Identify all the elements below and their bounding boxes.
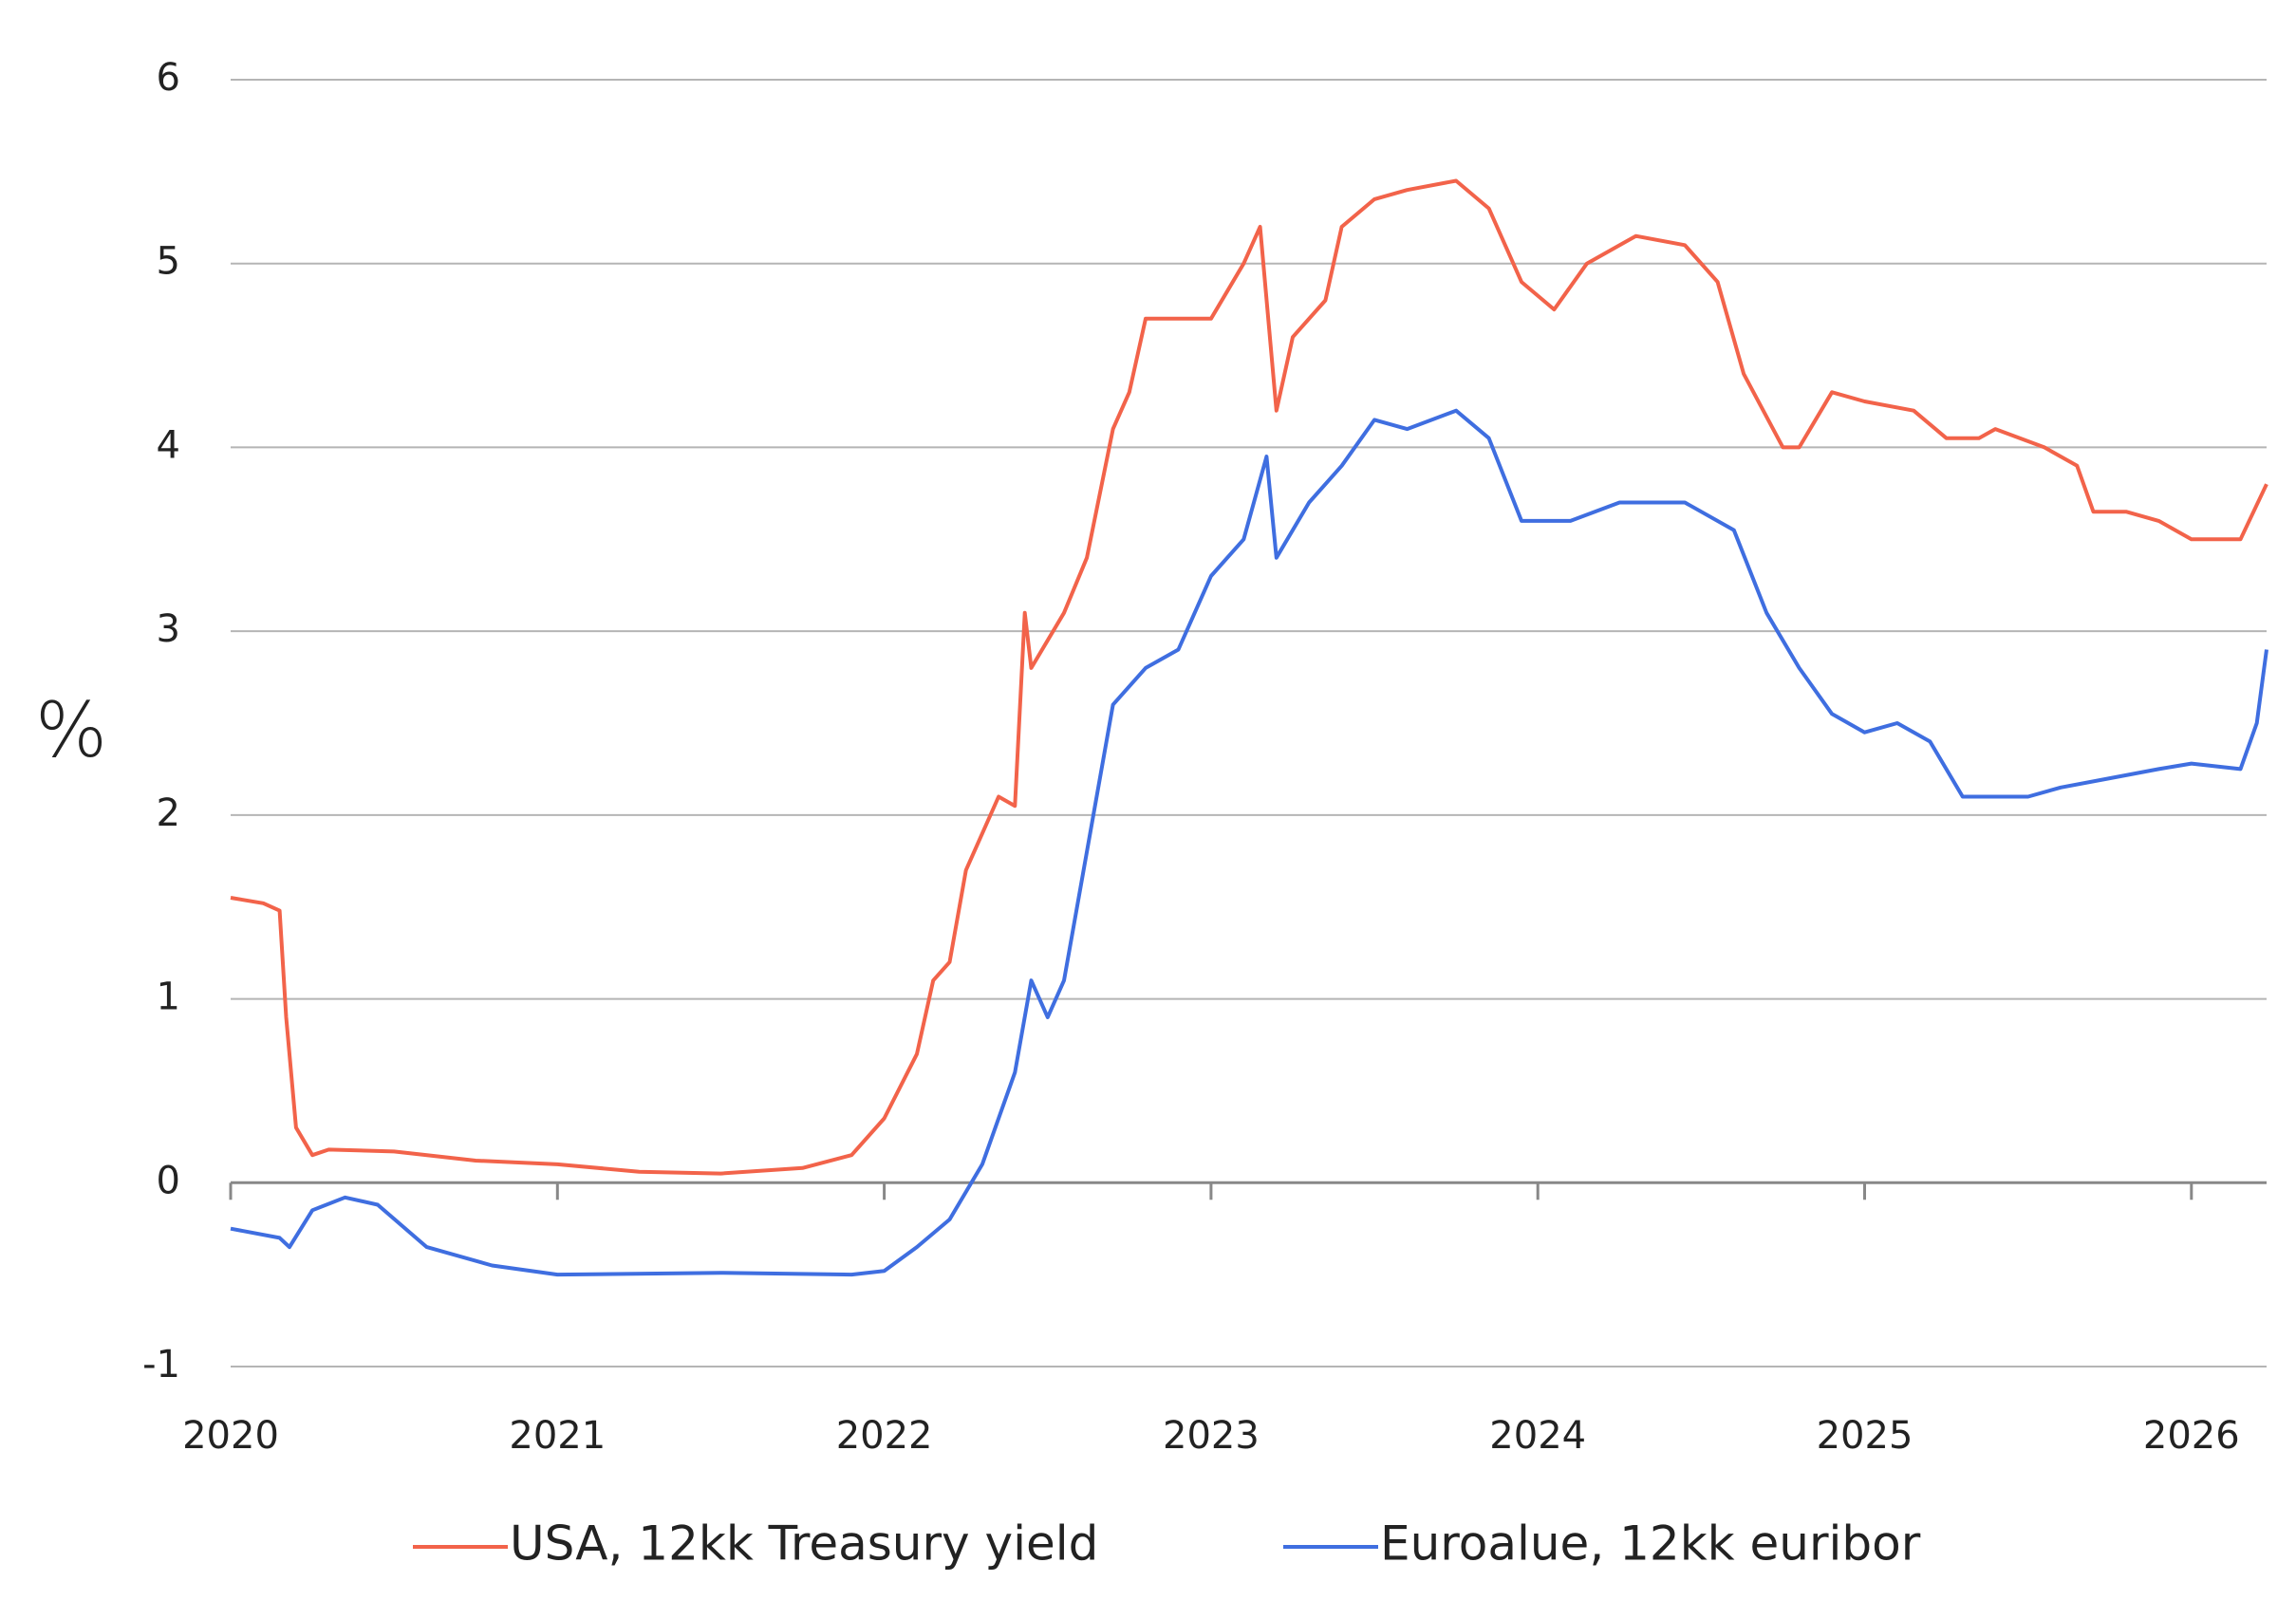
x-tick-label: 2021 (509, 1414, 606, 1458)
x-tick-label: 2023 (1163, 1414, 1260, 1458)
line-series (230, 178, 2268, 1176)
y-tick-label: 3 (157, 607, 180, 651)
legend-label: USA, 12kk Treasury yield (510, 1516, 1098, 1572)
y-tick-label: 5 (157, 240, 180, 284)
y-tick-label: 4 (157, 423, 180, 467)
x-tick-label: 2024 (1489, 1414, 1586, 1458)
x-tick-label: 2026 (2143, 1414, 2240, 1458)
y-tick-label: 0 (157, 1159, 180, 1202)
x-tick-label: 2025 (1817, 1414, 1913, 1458)
y-tick-label: 1 (157, 976, 180, 1019)
legend-label: Euroalue, 12kk euribor (1380, 1516, 1921, 1572)
y-tick-label: -1 (142, 1343, 180, 1386)
line-series (230, 408, 2268, 1277)
y-tick-label: 2 (157, 791, 180, 835)
y-axis-label: % (35, 686, 107, 774)
x-tick-label: 2020 (182, 1414, 279, 1458)
x-tick-label: 2022 (836, 1414, 933, 1458)
y-tick-label: 6 (157, 56, 180, 100)
